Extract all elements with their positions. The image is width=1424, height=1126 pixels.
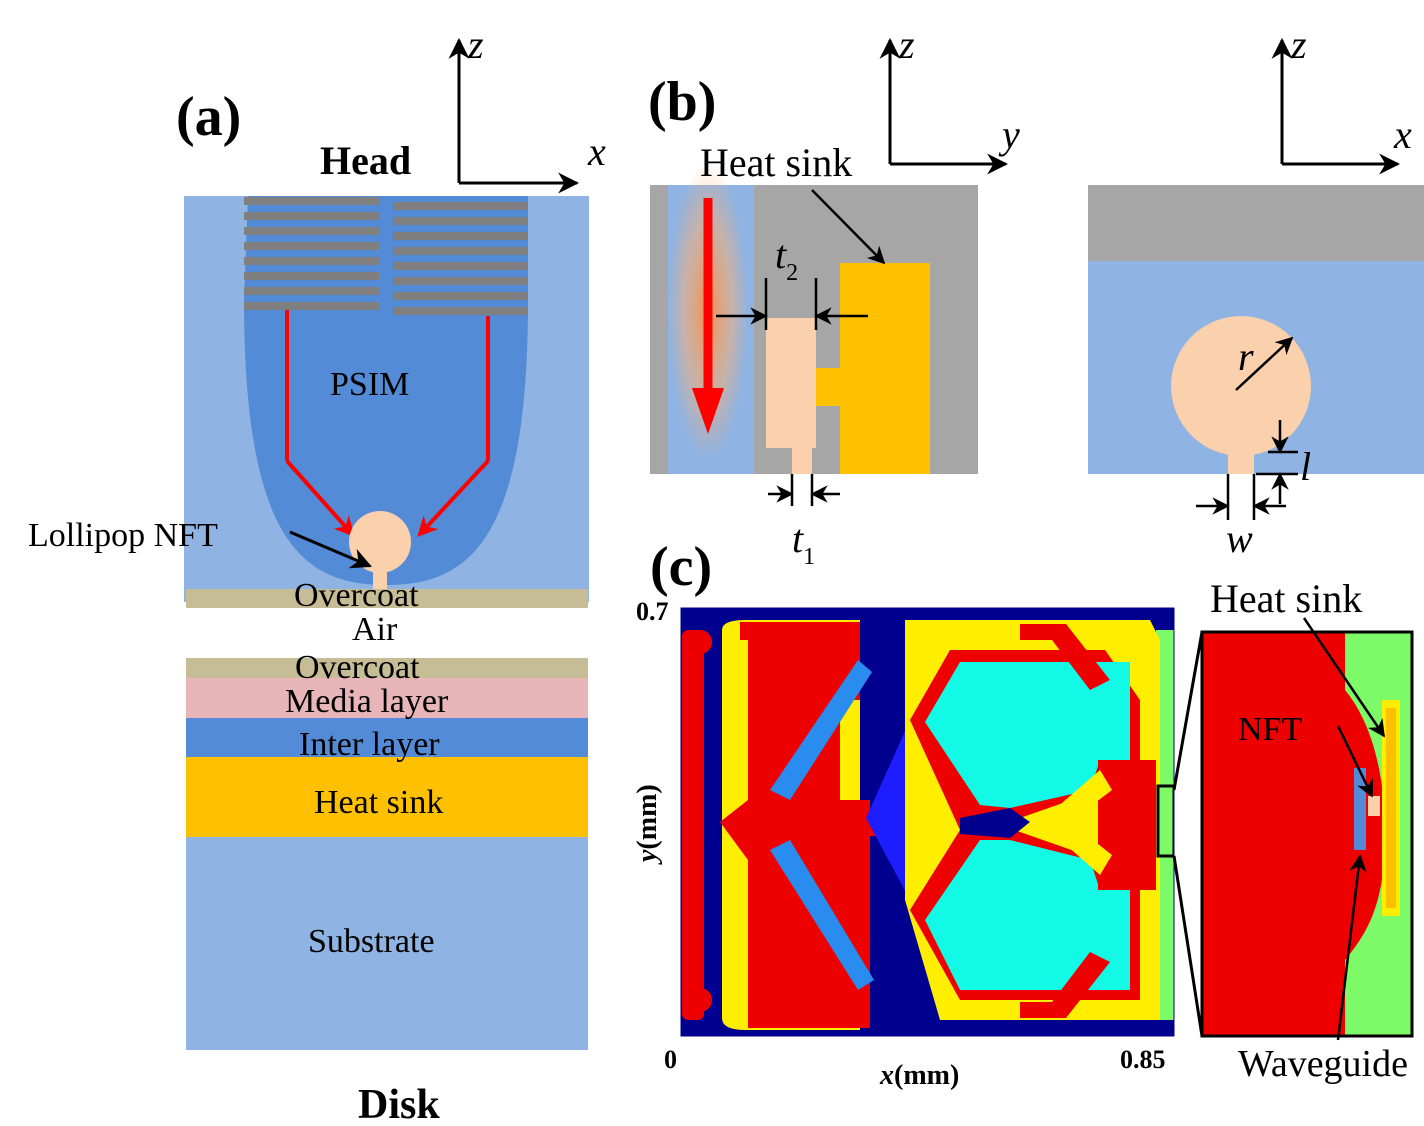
inset-nft-label: NFT bbox=[1238, 711, 1302, 748]
heat-sink-layer-label: Heat sink bbox=[314, 784, 443, 821]
heat-sink-b-label: Heat sink bbox=[700, 140, 852, 185]
axes-zy-b: z y bbox=[879, 22, 1020, 175]
t1-label: t1 bbox=[792, 516, 815, 570]
x-axis-title: x(mm) bbox=[879, 1060, 959, 1091]
panel-b-label: (b) bbox=[648, 71, 716, 133]
panel-c: (c) bbox=[632, 536, 1414, 1091]
heat-sink-b-pointer bbox=[811, 189, 886, 265]
substrate-label: Substrate bbox=[308, 923, 435, 960]
l-dimension bbox=[1256, 420, 1298, 504]
l-label: l bbox=[1300, 444, 1311, 489]
inset-zoom bbox=[1200, 630, 1414, 1038]
media-layer bbox=[186, 678, 588, 718]
t2-label: t2 bbox=[775, 232, 798, 286]
panel-c-label: (c) bbox=[650, 536, 712, 598]
x-min-label: 0 bbox=[664, 1045, 677, 1074]
r-arrow bbox=[1235, 336, 1294, 391]
media-layer-label: Media layer bbox=[285, 683, 449, 720]
inset-waveguide-label: Waveguide bbox=[1238, 1043, 1408, 1085]
panel-b: (b) z y Heat sink t2 bbox=[648, 22, 1424, 570]
inset-heat-sink-label: Heat sink bbox=[1210, 576, 1362, 621]
w-label: w bbox=[1226, 516, 1253, 561]
light-paths bbox=[285, 310, 490, 537]
x-max-label: 0.85 bbox=[1120, 1045, 1166, 1074]
inset-waveguide-pointer bbox=[1336, 854, 1367, 1041]
overcoat-bottom-label: Overcoat bbox=[295, 649, 420, 686]
inter-layer bbox=[186, 718, 588, 757]
disk-label: Disk bbox=[358, 1082, 440, 1126]
substrate-layer bbox=[186, 837, 588, 1050]
axis-x-label: x bbox=[587, 129, 606, 174]
inset-heat-sink-pointer bbox=[1302, 617, 1386, 738]
overcoat-top-label: Overcoat bbox=[294, 577, 419, 614]
light-arrow-head bbox=[692, 388, 724, 434]
axis-x-b2-label: x bbox=[1393, 112, 1412, 157]
psim-label: PSIM bbox=[330, 366, 409, 403]
map-frame bbox=[680, 607, 1175, 1037]
panel-a-label: (a) bbox=[176, 86, 241, 148]
air-label: Air bbox=[352, 611, 398, 648]
panel-a: (a) Head z x bbox=[28, 22, 606, 1126]
overcoat-bottom bbox=[186, 658, 588, 678]
inset-nft-pointer bbox=[1336, 725, 1374, 798]
axis-z-b-label: z bbox=[898, 22, 915, 67]
coils bbox=[244, 197, 528, 315]
axis-z-b2-label: z bbox=[1290, 22, 1307, 67]
head-label: Head bbox=[320, 138, 411, 183]
overcoat-top bbox=[186, 589, 588, 608]
axes-zx-a: z x bbox=[448, 22, 606, 194]
y-axis-title: y(mm) bbox=[632, 784, 663, 865]
w-dimension bbox=[1196, 474, 1286, 520]
lollipop-label: Lollipop NFT bbox=[28, 517, 218, 554]
inter-layer-label: Inter layer bbox=[299, 726, 440, 763]
heat-sink-layer bbox=[186, 757, 588, 837]
t2-dimension bbox=[716, 278, 868, 330]
material-map bbox=[681, 608, 1174, 1036]
r-label: r bbox=[1238, 334, 1254, 379]
axis-y-b-label: y bbox=[998, 112, 1020, 157]
t1-dimension bbox=[768, 474, 840, 506]
y-max-label: 0.7 bbox=[636, 597, 669, 626]
lollipop-pointer bbox=[289, 530, 372, 569]
axes-zx-b: z x bbox=[1271, 22, 1412, 175]
front-view-gray bbox=[1088, 185, 1424, 261]
zoom-line-top bbox=[1172, 631, 1204, 791]
zoom-line-bottom bbox=[1172, 855, 1204, 1037]
axis-z-label: z bbox=[467, 22, 484, 67]
nft-side-profile bbox=[766, 318, 816, 474]
